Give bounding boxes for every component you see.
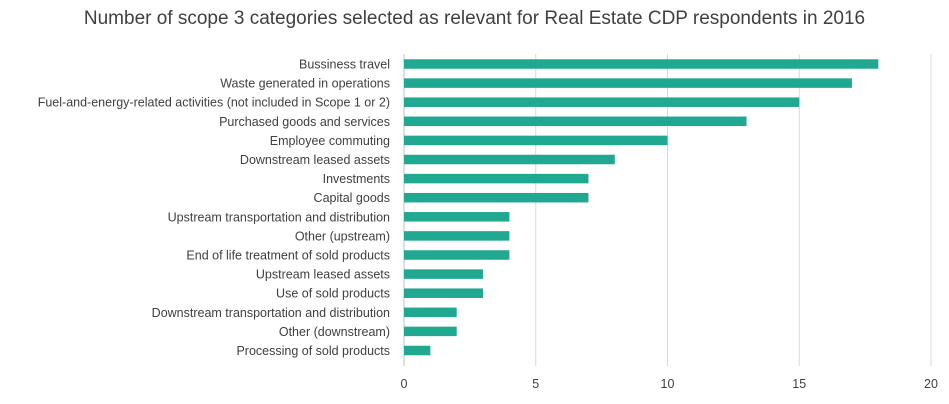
bars xyxy=(404,59,879,356)
bar xyxy=(404,78,852,88)
bar xyxy=(404,250,510,260)
category-label: Other (upstream) xyxy=(295,229,390,243)
x-tick-label: 20 xyxy=(924,377,938,391)
category-label: Employee commuting xyxy=(270,134,390,148)
category-label: Use of sold products xyxy=(276,287,390,301)
category-label: Capital goods xyxy=(314,191,390,205)
category-label: Fuel-and-energy-related activities (not … xyxy=(38,96,390,110)
bar xyxy=(404,345,431,356)
category-label: Upstream transportation and distribution xyxy=(168,210,390,224)
category-label: Upstream leased assets xyxy=(256,268,390,282)
bar xyxy=(404,116,747,127)
chart-title: Number of scope 3 categories selected as… xyxy=(83,8,866,29)
x-tick-label: 5 xyxy=(532,377,539,391)
category-label: Downstream leased assets xyxy=(240,153,390,167)
bar xyxy=(404,59,879,69)
category-label: Waste generated in operations xyxy=(220,77,390,91)
bar xyxy=(404,192,589,203)
category-label: Downstream transportation and distributi… xyxy=(152,306,390,320)
category-label: Other (downstream) xyxy=(279,325,390,339)
bar xyxy=(404,231,510,241)
bar xyxy=(404,135,668,146)
bar xyxy=(404,269,484,279)
category-label: Bussiness travel xyxy=(299,58,390,72)
x-axis-ticks: 0 5 10 15 20 xyxy=(401,377,938,391)
category-label: Investments xyxy=(323,172,390,186)
x-tick-label: 0 xyxy=(401,377,408,391)
bar xyxy=(404,288,484,298)
category-label: Processing of sold products xyxy=(236,344,390,358)
bar xyxy=(404,154,615,165)
bar xyxy=(404,173,589,184)
x-tick-label: 15 xyxy=(792,377,806,391)
bar xyxy=(404,326,457,337)
x-tick-label: 10 xyxy=(661,377,675,391)
bar xyxy=(404,212,510,222)
category-label: Purchased goods and services xyxy=(219,115,390,129)
bar xyxy=(404,307,457,318)
category-labels: Bussiness travel Waste generated in opera… xyxy=(38,58,390,359)
category-label: End of life treatment of sold products xyxy=(186,249,390,263)
bar xyxy=(404,97,800,107)
